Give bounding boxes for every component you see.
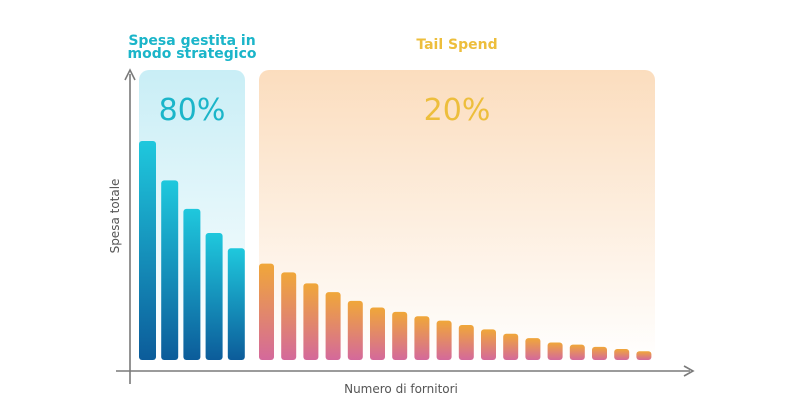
bar-g2-16 bbox=[592, 346, 607, 360]
bar-g1-2 bbox=[161, 180, 179, 360]
bar-g2-14 bbox=[547, 342, 563, 360]
y-axis-arrow-icon bbox=[124, 68, 136, 81]
bar-g2-11 bbox=[481, 329, 496, 360]
bar-g2-1 bbox=[259, 263, 274, 360]
x-axis-title: Numero di fornitori bbox=[344, 382, 458, 396]
group-title-1-line-2: modo strategico bbox=[127, 46, 256, 62]
bar-g2-6 bbox=[370, 307, 385, 360]
group-percent-2: 20% bbox=[424, 93, 491, 128]
group-percent-1: 80% bbox=[159, 93, 226, 128]
x-axis-arrow-icon bbox=[683, 365, 695, 377]
bar-g2-12 bbox=[503, 333, 519, 360]
bar-g2-4 bbox=[325, 292, 341, 360]
bar-g1-5 bbox=[227, 248, 245, 360]
bar-g2-3 bbox=[303, 283, 319, 360]
group-title-2-line-1: Tail Spend bbox=[416, 37, 497, 53]
bar-g2-5 bbox=[347, 300, 363, 360]
bar-g2-8 bbox=[414, 316, 430, 360]
bars bbox=[139, 141, 652, 360]
y-axis-title: Spesa totale bbox=[108, 179, 122, 254]
bar-g2-17 bbox=[614, 349, 630, 360]
axes bbox=[116, 68, 695, 384]
bar-g2-18 bbox=[636, 351, 652, 360]
bar-g2-9 bbox=[436, 320, 452, 360]
bar-g1-3 bbox=[183, 208, 201, 360]
bar-g2-13 bbox=[525, 338, 541, 360]
bar-g2-15 bbox=[569, 344, 585, 360]
bar-g1-1 bbox=[139, 141, 156, 360]
bar-g2-10 bbox=[458, 324, 474, 360]
bar-g1-4 bbox=[205, 232, 223, 360]
bar-g2-7 bbox=[392, 311, 408, 360]
bar-g2-2 bbox=[281, 272, 297, 360]
group-panel-2 bbox=[259, 70, 655, 362]
group-title-1-line-1: Spesa gestita in bbox=[128, 33, 255, 49]
